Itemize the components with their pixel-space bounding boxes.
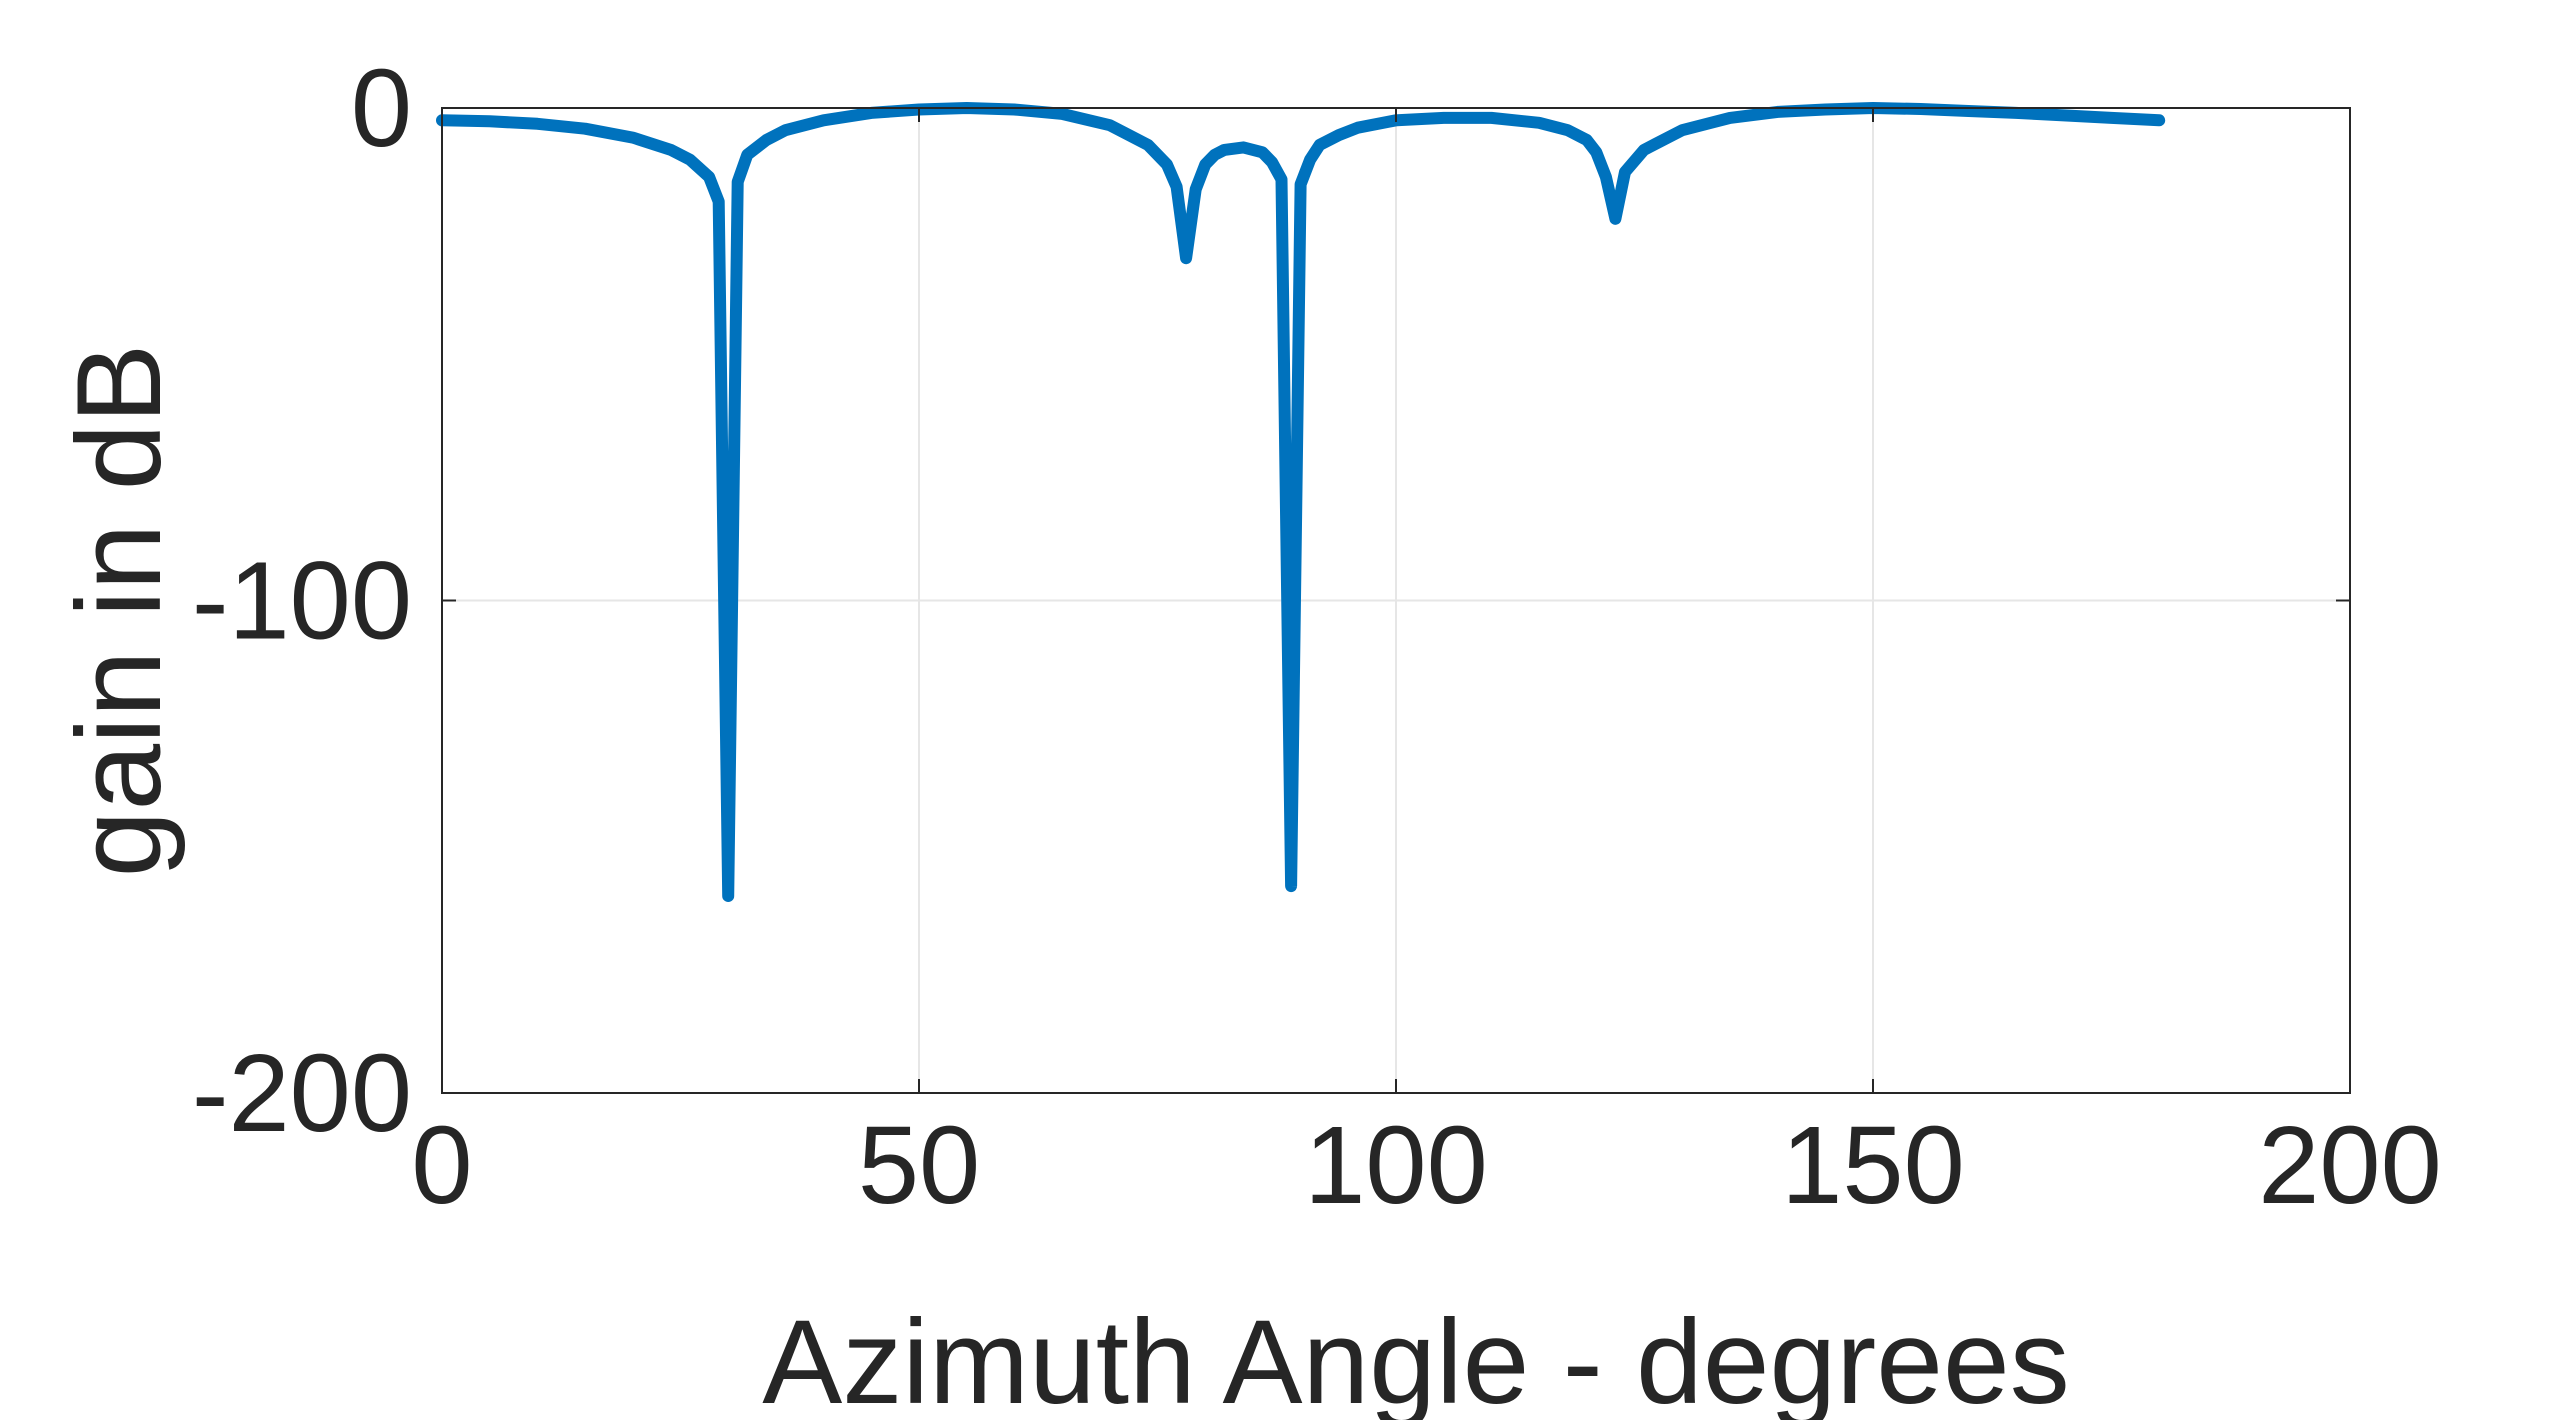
x-tick-labels: 0 50 100 150 200 (411, 1104, 2441, 1227)
x-tick-label: 150 (1781, 1104, 1965, 1227)
y-tick-label: -100 (192, 540, 412, 663)
x-tick-label: 100 (1304, 1104, 1488, 1227)
x-tick-label: 50 (858, 1104, 980, 1227)
ticks (441, 107, 2351, 1094)
y-tick-label: -200 (192, 1032, 412, 1155)
x-axis-title: Azimuth Angle - degrees (762, 1295, 2069, 1420)
series-layer (436, 102, 2166, 902)
y-tick-labels: -200 -100 0 (192, 47, 412, 1155)
grid (442, 108, 2350, 1093)
x-tick-label: 200 (2258, 1104, 2442, 1227)
series-line (436, 102, 2166, 902)
x-tick-label: 0 (411, 1104, 472, 1227)
y-tick-label: 0 (351, 47, 412, 170)
y-axis-title: gain in dB (52, 344, 186, 878)
